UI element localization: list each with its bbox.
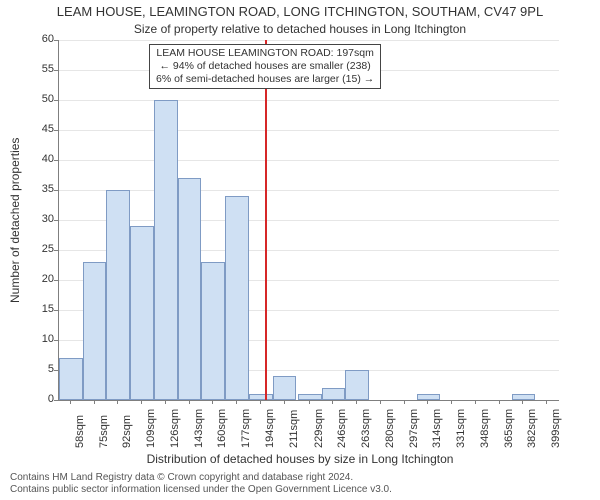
- x-tick-mark: [236, 400, 237, 404]
- x-tick-label: 246sqm: [336, 409, 348, 448]
- x-tick-label: 399sqm: [550, 409, 562, 448]
- histogram-bar: [345, 370, 369, 400]
- x-tick-label: 143sqm: [193, 409, 205, 448]
- y-tick-label: 45: [24, 123, 54, 135]
- y-axis-label: Number of detached properties: [8, 137, 22, 302]
- x-tick-mark: [70, 400, 71, 404]
- histogram-bar: [106, 190, 130, 400]
- x-tick-label: 211sqm: [288, 410, 300, 448]
- x-tick-label: 297sqm: [408, 409, 420, 448]
- y-tick-mark: [54, 40, 58, 41]
- x-tick-mark: [451, 400, 452, 404]
- x-tick-mark: [332, 400, 333, 404]
- y-tick-label: 5: [24, 363, 54, 375]
- x-tick-label: 126sqm: [169, 409, 181, 448]
- y-tick-mark: [54, 160, 58, 161]
- footer-attribution: Contains HM Land Registry data © Crown c…: [10, 472, 392, 496]
- chart-title: LEAM HOUSE, LEAMINGTON ROAD, LONG ITCHIN…: [0, 4, 600, 19]
- x-tick-label: 365sqm: [503, 409, 515, 448]
- y-tick-label: 10: [24, 333, 54, 345]
- y-tick-label: 55: [24, 63, 54, 75]
- histogram-bar: [59, 358, 83, 400]
- x-tick-label: 314sqm: [431, 409, 443, 448]
- x-tick-label: 194sqm: [264, 409, 276, 448]
- x-tick-label: 331sqm: [455, 409, 467, 448]
- plot-area: LEAM HOUSE LEAMINGTON ROAD: 197sqm← 94% …: [58, 40, 559, 401]
- histogram-bar: [201, 262, 225, 400]
- gridline-h: [59, 220, 559, 221]
- annotation-line: ← 94% of detached houses are smaller (23…: [156, 60, 374, 73]
- x-tick-mark: [522, 400, 523, 404]
- x-tick-label: 160sqm: [216, 409, 228, 448]
- footer-line-1: Contains HM Land Registry data © Crown c…: [10, 472, 392, 484]
- histogram-bar: [154, 100, 178, 400]
- y-tick-label: 40: [24, 153, 54, 165]
- reference-marker-line: [265, 40, 267, 400]
- y-tick-mark: [54, 250, 58, 251]
- y-tick-mark: [54, 400, 58, 401]
- x-tick-label: 92sqm: [121, 415, 133, 448]
- x-tick-label: 109sqm: [145, 409, 157, 448]
- x-tick-mark: [546, 400, 547, 404]
- x-tick-label: 229sqm: [313, 409, 325, 448]
- y-tick-label: 50: [24, 93, 54, 105]
- x-tick-mark: [499, 400, 500, 404]
- x-tick-mark: [165, 400, 166, 404]
- x-tick-label: 382sqm: [526, 409, 538, 448]
- x-tick-mark: [189, 400, 190, 404]
- gridline-h: [59, 130, 559, 131]
- y-tick-label: 60: [24, 33, 54, 45]
- x-tick-mark: [117, 400, 118, 404]
- x-tick-mark: [260, 400, 261, 404]
- y-tick-label: 20: [24, 273, 54, 285]
- gridline-h: [59, 160, 559, 161]
- x-tick-mark: [404, 400, 405, 404]
- x-tick-mark: [380, 400, 381, 404]
- histogram-bar: [178, 178, 202, 400]
- gridline-h: [59, 190, 559, 191]
- y-tick-label: 15: [24, 303, 54, 315]
- x-tick-mark: [94, 400, 95, 404]
- y-tick-mark: [54, 100, 58, 101]
- y-tick-mark: [54, 70, 58, 71]
- x-tick-label: 348sqm: [479, 409, 491, 448]
- x-tick-mark: [284, 400, 285, 404]
- gridline-h: [59, 100, 559, 101]
- x-tick-label: 263sqm: [360, 409, 372, 448]
- histogram-bar: [225, 196, 249, 400]
- y-tick-label: 30: [24, 213, 54, 225]
- histogram-bar: [322, 388, 346, 400]
- histogram-bar: [130, 226, 154, 400]
- y-tick-label: 0: [24, 393, 54, 405]
- annotation-box: LEAM HOUSE LEAMINGTON ROAD: 197sqm← 94% …: [149, 44, 381, 89]
- histogram-bar: [83, 262, 107, 400]
- x-axis-label: Distribution of detached houses by size …: [0, 452, 600, 466]
- x-tick-label: 177sqm: [240, 409, 252, 448]
- y-tick-mark: [54, 220, 58, 221]
- footer-line-2: Contains public sector information licen…: [10, 484, 392, 496]
- x-tick-mark: [427, 400, 428, 404]
- x-tick-mark: [475, 400, 476, 404]
- x-tick-label: 58sqm: [74, 415, 86, 448]
- chart-subtitle: Size of property relative to detached ho…: [0, 22, 600, 36]
- y-tick-mark: [54, 340, 58, 341]
- annotation-line: 6% of semi-detached houses are larger (1…: [156, 73, 374, 86]
- annotation-line: LEAM HOUSE LEAMINGTON ROAD: 197sqm: [156, 47, 374, 60]
- y-tick-mark: [54, 190, 58, 191]
- x-tick-label: 75sqm: [98, 415, 110, 448]
- x-tick-mark: [141, 400, 142, 404]
- y-tick-mark: [54, 370, 58, 371]
- chart-container: LEAM HOUSE, LEAMINGTON ROAD, LONG ITCHIN…: [0, 0, 600, 500]
- y-tick-mark: [54, 280, 58, 281]
- x-tick-mark: [309, 400, 310, 404]
- y-tick-mark: [54, 130, 58, 131]
- y-tick-mark: [54, 310, 58, 311]
- y-tick-label: 35: [24, 183, 54, 195]
- x-tick-label: 280sqm: [384, 409, 396, 448]
- x-tick-mark: [212, 400, 213, 404]
- y-tick-label: 25: [24, 243, 54, 255]
- x-tick-mark: [356, 400, 357, 404]
- gridline-h: [59, 40, 559, 41]
- histogram-bar: [273, 376, 297, 400]
